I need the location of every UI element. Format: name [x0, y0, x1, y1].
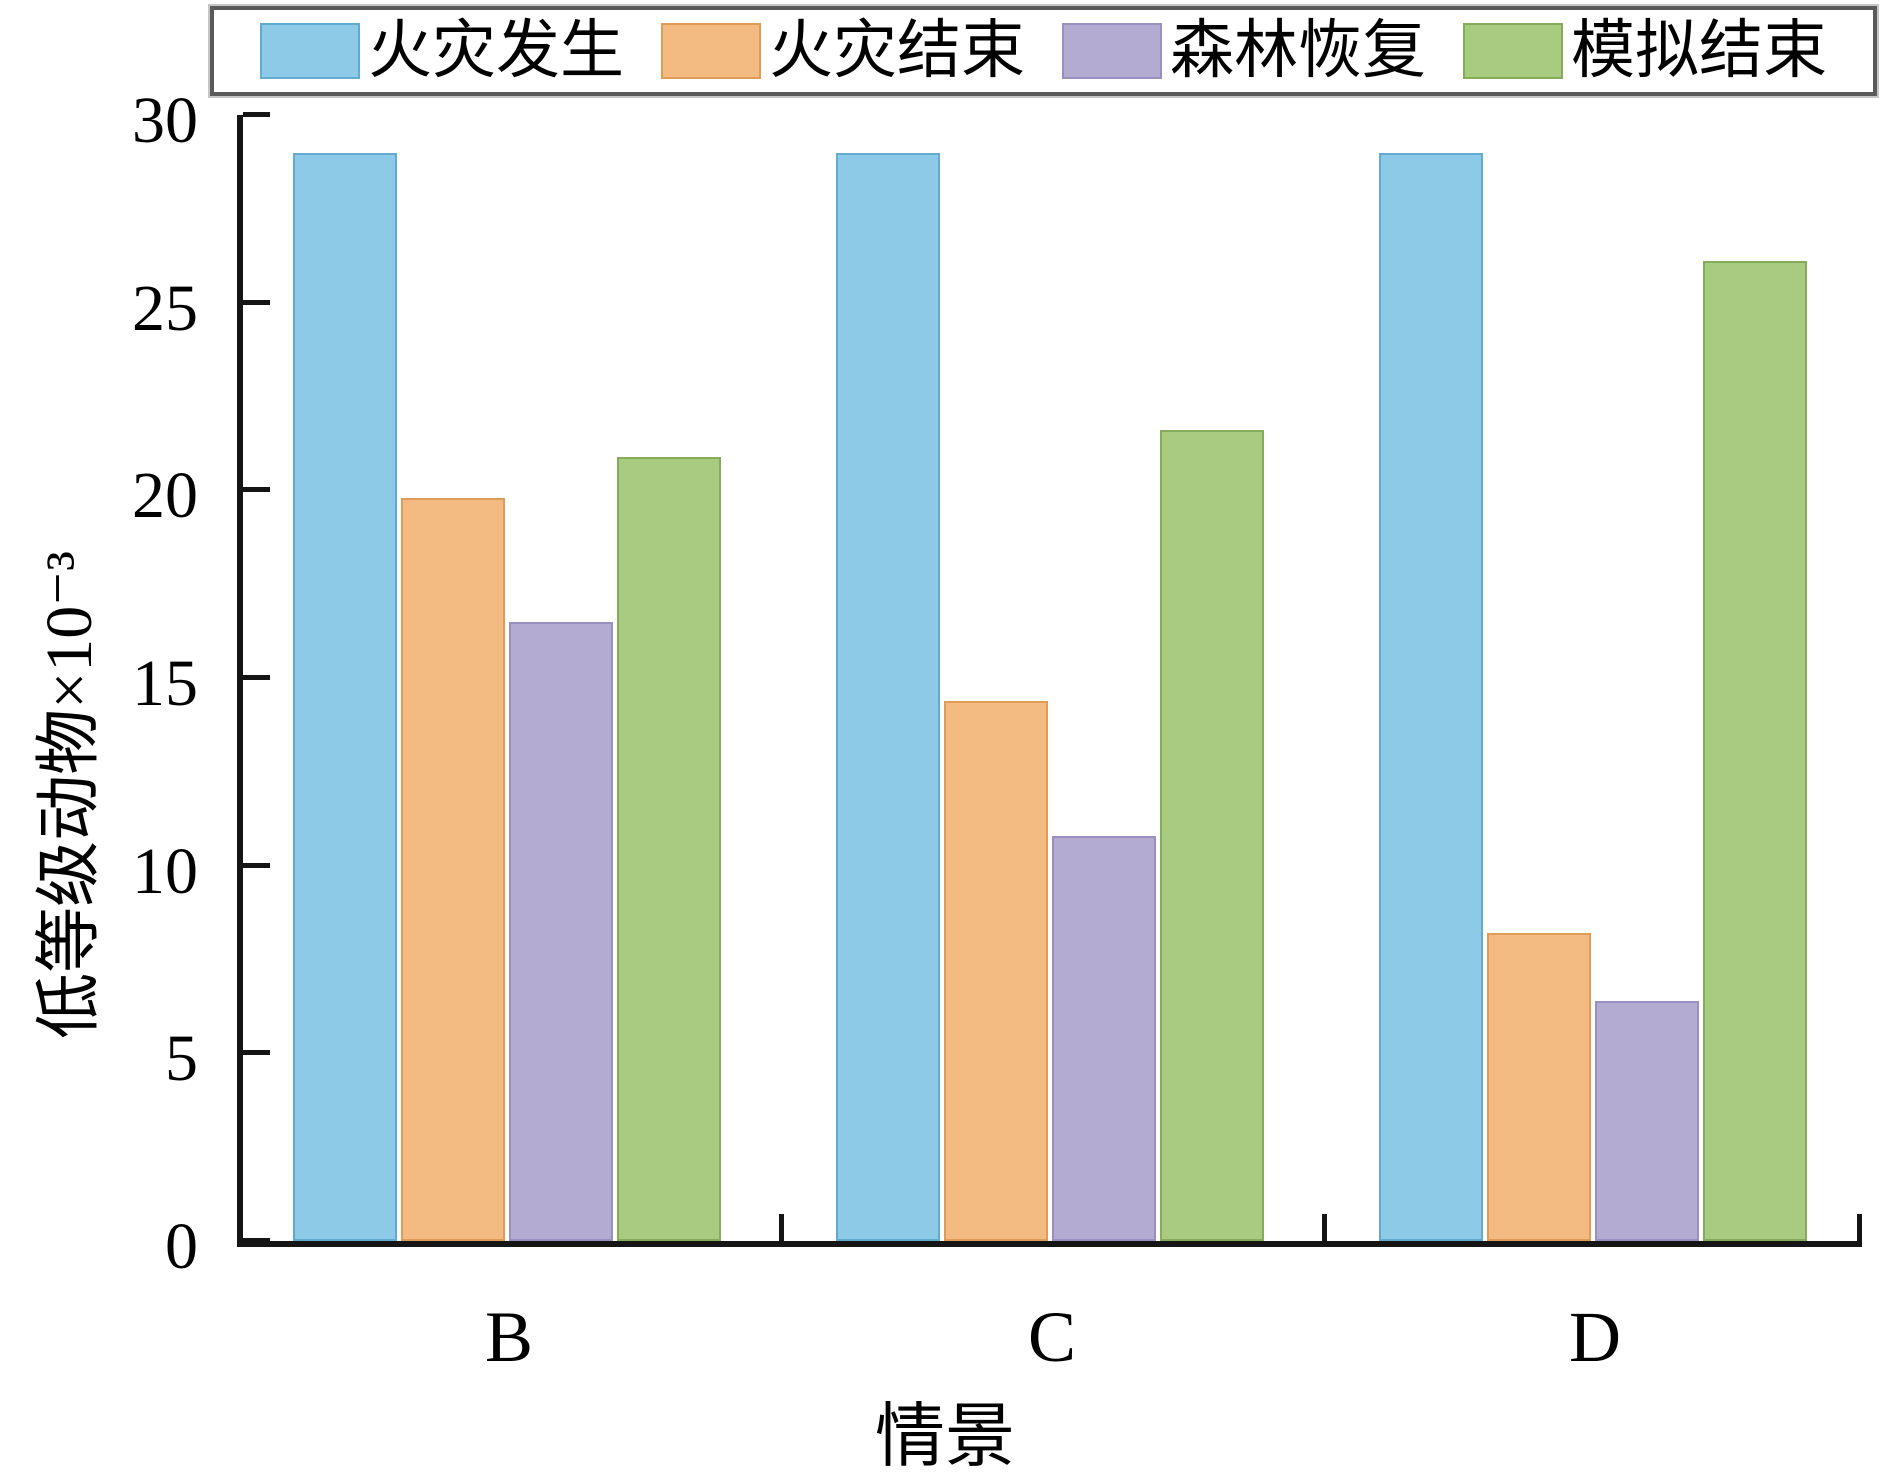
x-tick-1	[1321, 1214, 1327, 1241]
y-axis-title: 低等级动物×10⁻³	[33, 551, 106, 1039]
bar-b-series-2	[509, 621, 613, 1241]
bar-c-series-2	[1052, 835, 1156, 1241]
x-tick-2	[1857, 1214, 1862, 1241]
bar-d-series-3	[1703, 261, 1807, 1241]
bar-d-series-2	[1595, 1000, 1699, 1241]
bar-b-series-0	[293, 152, 397, 1241]
y-tick-label-25: 25	[132, 271, 198, 345]
y-tick-label-10: 10	[132, 834, 198, 908]
legend-label: 火灾结束	[769, 15, 1025, 86]
legend-swatch-icon	[260, 23, 360, 79]
legend-item-0: 火灾发生	[260, 19, 624, 83]
y-tick-label-5: 5	[165, 1022, 198, 1096]
legend-label: 火灾发生	[368, 15, 624, 86]
legend-swatch-icon	[1062, 23, 1162, 79]
x-tick-label-c: C	[1027, 1297, 1077, 1377]
legend-item-3: 模拟结束	[1463, 19, 1827, 83]
y-tick-0	[243, 1238, 270, 1243]
y-tick-label-15: 15	[132, 647, 198, 720]
y-tick-label-30: 30	[132, 84, 198, 157]
bar-c-series-1	[944, 700, 1048, 1241]
legend-label: 森林恢复	[1170, 15, 1426, 86]
plot-area	[237, 112, 1862, 1247]
legend-item-1: 火灾结束	[661, 19, 1025, 83]
bar-c-series-0	[836, 152, 940, 1241]
legend-item-2: 森林恢复	[1062, 19, 1426, 83]
chart-legend: 火灾发生 火灾结束 森林恢复 模拟结束	[208, 4, 1879, 98]
y-tick-25	[243, 299, 270, 305]
bar-d-series-0	[1379, 152, 1483, 1241]
y-tick-30	[243, 112, 270, 117]
bar-d-series-1	[1487, 933, 1591, 1241]
y-tick-5	[243, 1050, 270, 1056]
bar-c-series-3	[1160, 430, 1264, 1241]
x-axis-title: 情景	[875, 1399, 1015, 1476]
x-tick-label-d: D	[1569, 1297, 1621, 1377]
y-tick-15	[243, 675, 270, 680]
x-tick-label-b: B	[484, 1297, 534, 1377]
legend-swatch-icon	[661, 23, 761, 79]
legend-swatch-icon	[1463, 23, 1563, 79]
y-tick-10	[243, 862, 270, 868]
bar-b-series-3	[617, 456, 721, 1241]
y-tick-label-20: 20	[132, 459, 198, 533]
y-tick-label-0: 0	[165, 1210, 198, 1283]
legend-label: 模拟结束	[1571, 15, 1827, 86]
y-tick-20	[243, 487, 270, 493]
x-axis-title-row: 情景	[0, 1398, 1890, 1478]
bar-b-series-1	[401, 497, 505, 1241]
x-tick-0	[778, 1214, 784, 1241]
